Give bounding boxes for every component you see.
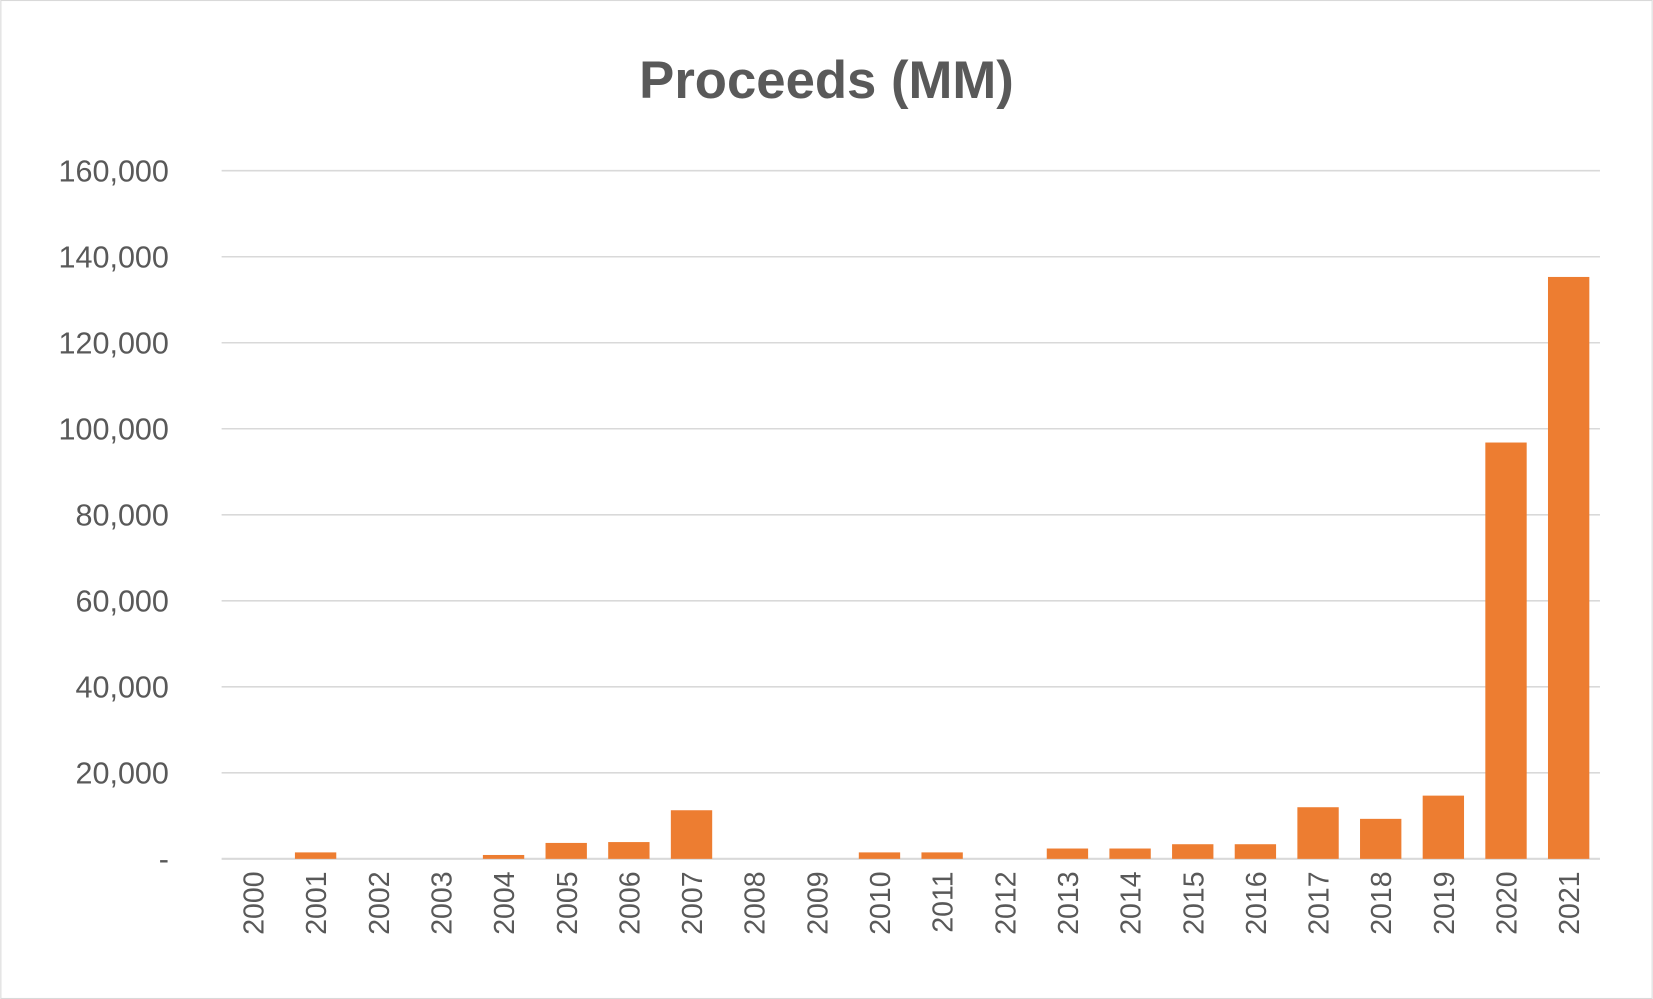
bar-2013 <box>1046 848 1089 859</box>
x-tick-label: 2009 <box>802 871 834 934</box>
x-tick-label: 2000 <box>238 871 270 934</box>
bar-2005 <box>545 842 587 859</box>
x-tick-label: 2010 <box>865 871 897 934</box>
bar-2001 <box>294 852 337 859</box>
x-tick-label: 2016 <box>1241 871 1273 934</box>
y-tick-label: 40,000 <box>75 670 168 704</box>
bar-2011 <box>921 852 963 859</box>
y-tick-label: 120,000 <box>59 326 169 360</box>
x-tick-label: 2020 <box>1492 871 1524 934</box>
y-tick-label: 100,000 <box>59 412 169 446</box>
x-tick-label: 2013 <box>1053 871 1085 934</box>
y-tick-label: 80,000 <box>75 498 168 532</box>
x-tick-label: 2008 <box>740 871 772 934</box>
x-tick-label: 2006 <box>614 871 646 934</box>
bar-2020 <box>1485 442 1527 859</box>
x-tick-label: 2005 <box>552 871 584 934</box>
y-tick-label: 60,000 <box>75 584 168 618</box>
x-tick-label: 2019 <box>1429 871 1461 934</box>
x-tick-label: 2017 <box>1304 871 1336 934</box>
bar-2010 <box>858 852 901 859</box>
y-tick-label: - <box>159 842 169 876</box>
x-tick-label: 2015 <box>1178 871 1210 934</box>
bar-2016 <box>1234 844 1277 859</box>
x-tick-label: 2021 <box>1554 871 1586 934</box>
bar-2017 <box>1297 807 1339 859</box>
bar-2007 <box>670 810 713 859</box>
x-tick-label: 2007 <box>677 871 709 934</box>
bar-2015 <box>1172 844 1214 859</box>
x-tick-label: 2012 <box>990 871 1022 934</box>
bar-2021 <box>1547 276 1590 859</box>
x-tick-label: 2001 <box>301 871 333 934</box>
x-tick-label: 2018 <box>1366 871 1398 934</box>
bar-2006 <box>608 842 650 859</box>
x-tick-label: 2004 <box>489 871 521 934</box>
x-tick-label: 2011 <box>928 871 960 932</box>
y-tick-label: 160,000 <box>59 154 169 188</box>
bar-2014 <box>1109 848 1151 859</box>
x-tick-label: 2002 <box>364 871 396 934</box>
x-tick-label: 2003 <box>426 871 458 934</box>
bar-2004 <box>482 854 525 859</box>
x-tick-label: 2014 <box>1116 871 1148 934</box>
y-tick-label: 140,000 <box>59 240 169 274</box>
bar-2019 <box>1422 795 1465 859</box>
bar-2018 <box>1360 818 1402 859</box>
y-tick-label: 20,000 <box>75 756 168 790</box>
chart-title: Proceeds (MM) <box>639 51 1014 110</box>
